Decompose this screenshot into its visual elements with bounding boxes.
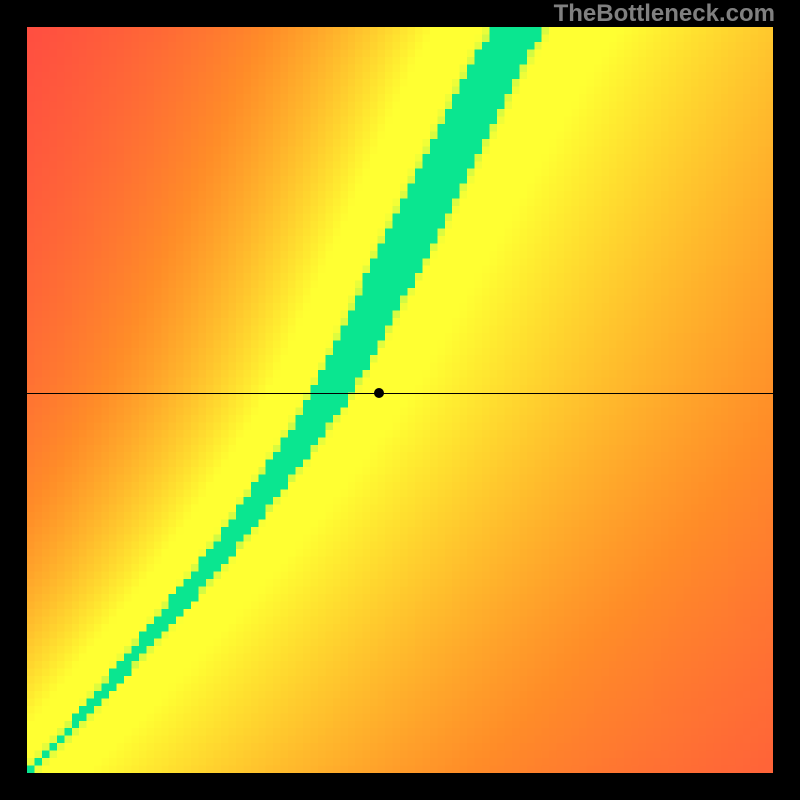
chart-container: TheBottleneck.com	[0, 0, 800, 800]
crosshair-horizontal	[27, 393, 773, 394]
heatmap-plot	[27, 27, 773, 773]
crosshair-vertical	[379, 773, 380, 800]
watermark-text: TheBottleneck.com	[554, 0, 775, 28]
heatmap-canvas	[27, 27, 773, 773]
center-marker-dot	[374, 388, 384, 398]
